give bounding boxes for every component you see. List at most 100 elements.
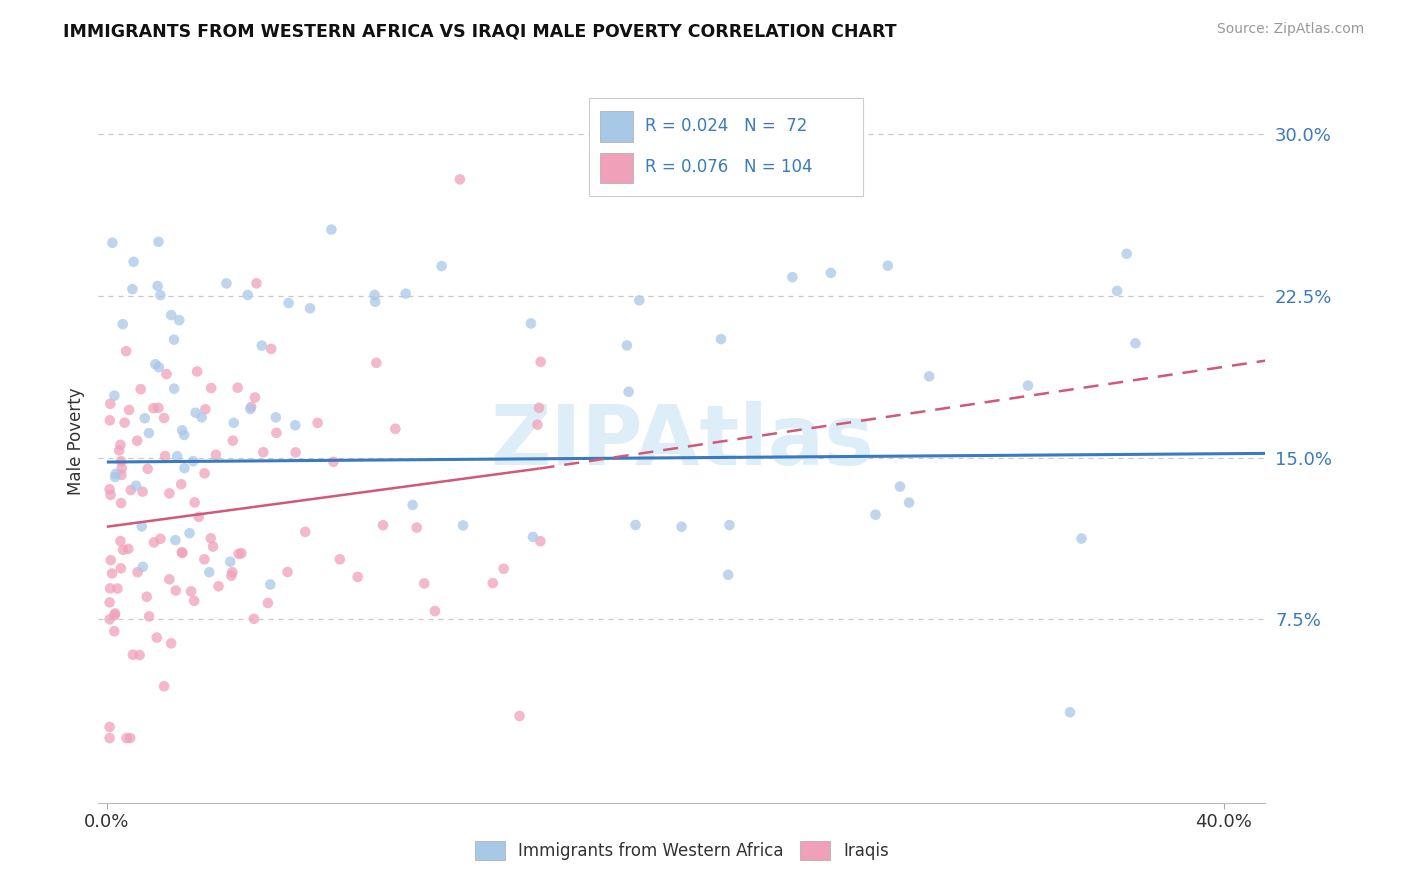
Point xyxy=(1115,246,1137,260)
Point xyxy=(481,576,503,591)
Point xyxy=(186,364,208,378)
Point xyxy=(115,731,138,745)
Point xyxy=(413,576,436,591)
FancyBboxPatch shape xyxy=(600,153,633,183)
Point xyxy=(100,488,122,502)
Point xyxy=(172,423,194,437)
Point xyxy=(492,562,515,576)
Text: Source: ZipAtlas.com: Source: ZipAtlas.com xyxy=(1216,22,1364,37)
Point xyxy=(173,428,195,442)
Point xyxy=(405,520,427,534)
Point xyxy=(401,498,423,512)
Point xyxy=(111,461,134,475)
Point xyxy=(710,332,733,346)
Point xyxy=(918,369,941,384)
Point xyxy=(207,579,229,593)
Point xyxy=(364,294,387,309)
Point xyxy=(228,547,250,561)
Point xyxy=(122,648,145,662)
Point xyxy=(193,467,215,481)
Point xyxy=(284,445,307,459)
Point xyxy=(624,518,647,533)
Point xyxy=(104,608,127,623)
Point xyxy=(231,546,253,560)
Point xyxy=(148,360,170,375)
Point xyxy=(294,524,316,539)
Point xyxy=(616,338,638,352)
Point xyxy=(451,518,474,533)
Point xyxy=(115,344,138,359)
Point xyxy=(153,411,176,425)
Point xyxy=(1059,705,1081,719)
Point xyxy=(717,567,740,582)
Point xyxy=(509,709,531,723)
Point xyxy=(131,519,153,533)
Point xyxy=(329,552,352,566)
Point xyxy=(183,594,205,608)
Point xyxy=(103,388,125,402)
Point xyxy=(205,448,228,462)
Point xyxy=(184,406,207,420)
Point xyxy=(529,534,551,549)
Point xyxy=(100,553,122,567)
Point xyxy=(142,401,165,416)
Point xyxy=(277,296,299,310)
Point xyxy=(449,172,471,186)
Point xyxy=(430,259,453,273)
Point xyxy=(98,720,121,734)
Point xyxy=(1105,284,1128,298)
Point xyxy=(125,479,148,493)
Point xyxy=(160,308,183,322)
Point xyxy=(259,577,281,591)
Point xyxy=(257,596,280,610)
Point xyxy=(173,461,195,475)
Point xyxy=(110,438,132,452)
Point xyxy=(236,288,259,302)
Point xyxy=(145,357,167,371)
Point xyxy=(307,416,329,430)
Point xyxy=(155,367,177,381)
Point xyxy=(194,402,217,417)
Point xyxy=(149,288,172,302)
Point xyxy=(226,381,249,395)
Point xyxy=(628,293,651,308)
Point xyxy=(148,401,170,415)
Point xyxy=(245,277,267,291)
Point xyxy=(167,313,190,327)
Point xyxy=(163,333,186,347)
Point xyxy=(135,590,157,604)
Text: IMMIGRANTS FROM WESTERN AFRICA VS IRAQI MALE POVERTY CORRELATION CHART: IMMIGRANTS FROM WESTERN AFRICA VS IRAQI … xyxy=(63,22,897,40)
Point xyxy=(876,259,898,273)
Point xyxy=(157,572,180,586)
Point xyxy=(114,416,136,430)
Point xyxy=(110,467,132,482)
Point xyxy=(98,582,121,596)
Point xyxy=(172,546,194,560)
Point xyxy=(153,449,176,463)
Point xyxy=(266,425,288,440)
Point xyxy=(120,483,142,497)
Point xyxy=(240,400,263,414)
Point xyxy=(277,565,299,579)
Text: R = 0.024   N =  72: R = 0.024 N = 72 xyxy=(644,117,807,135)
Point xyxy=(180,584,202,599)
Point xyxy=(221,568,243,582)
Point xyxy=(222,416,245,430)
Point xyxy=(200,531,222,545)
Point xyxy=(107,582,129,596)
Point xyxy=(132,559,155,574)
Point xyxy=(122,254,145,268)
Point xyxy=(200,381,222,395)
Point xyxy=(110,561,132,575)
Point xyxy=(138,425,160,440)
Point xyxy=(121,282,143,296)
Point xyxy=(363,288,385,302)
Point xyxy=(526,417,548,432)
Point xyxy=(243,612,266,626)
Point xyxy=(111,317,134,331)
Point xyxy=(671,520,693,534)
Point xyxy=(98,413,121,427)
Point xyxy=(221,565,243,579)
Point xyxy=(104,467,127,481)
Point xyxy=(284,418,307,433)
